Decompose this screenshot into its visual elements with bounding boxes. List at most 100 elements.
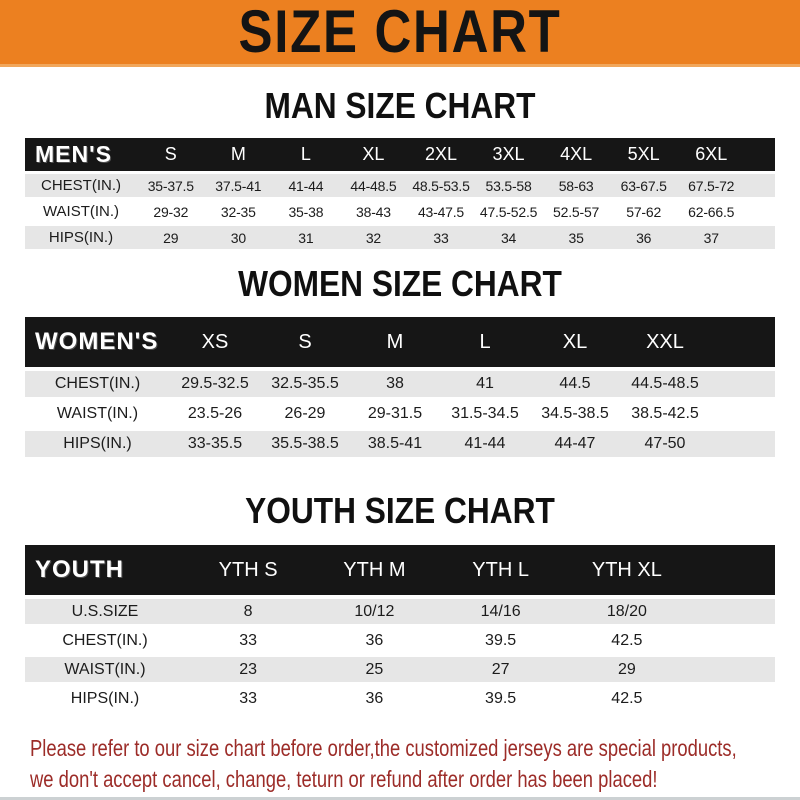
- measurement-row: U.S.SIZE 8 10/12 14/16 18/20: [25, 595, 775, 624]
- size-column-header: 2XL: [424, 144, 457, 164]
- table-title: MEN'S: [35, 141, 112, 167]
- size-value: 44-47: [554, 435, 596, 452]
- size-value: 43-47.5: [417, 203, 465, 220]
- size-value: 29: [163, 229, 179, 246]
- size-column-header: M: [386, 330, 404, 353]
- size-value: 34.5-38.5: [541, 405, 609, 422]
- size-value: 48.5-53.5: [412, 177, 470, 194]
- size-column-header: 5XL: [627, 144, 660, 164]
- size-column-header: YTH S: [218, 558, 278, 581]
- size-value: 31: [298, 229, 314, 246]
- size-value: 8: [243, 602, 253, 620]
- size-value: 44.5-48.5: [631, 375, 699, 392]
- size-column-header: YTH M: [343, 558, 406, 581]
- disclaimer-line-2: we don't accept cancel, change, teturn o…: [30, 766, 658, 792]
- measurement-row: WAIST(IN.) 29-32 32-35 35-38 38-43 43-47.5 47.…: [25, 197, 775, 223]
- row-label: HIPS(IN.): [48, 229, 114, 246]
- size-value: 35-38: [288, 203, 324, 220]
- size-value: 67.5-72: [688, 177, 735, 194]
- measurement-row: CHEST(IN.) 29.5-32.5 32.5-35.5 38 41 44.5 44.5…: [25, 367, 775, 397]
- size-value: 57-62: [626, 203, 662, 220]
- table-header-row: WOMEN'S XS S M L XL XXL: [25, 317, 775, 367]
- table-title: YOUTH: [35, 556, 124, 583]
- size-value: 25: [365, 660, 384, 678]
- measurement-row: CHEST(IN.) 35-37.5 37.5-41 41-44 44-48.5 48.5…: [25, 171, 775, 197]
- size-value: 38.5-41: [367, 435, 423, 452]
- size-value: 35.5-38.5: [271, 435, 339, 452]
- size-value: 29-32: [153, 203, 189, 220]
- women-section-heading: WOMEN SIZE CHART: [238, 263, 562, 304]
- bottom-edge-strip: [0, 797, 800, 800]
- size-value: 41-44: [464, 435, 506, 452]
- row-label: CHEST(IN.): [54, 375, 141, 392]
- size-value: 41: [476, 375, 494, 392]
- women-size-table: WOMEN'S XS S M L XL XXL CHEST(IN.) 29.5-32.5 32.5…: [25, 317, 775, 457]
- size-column-header: XXL: [646, 330, 684, 353]
- size-column-header: S: [298, 330, 312, 353]
- banner-title: SIZE CHART: [238, 0, 562, 65]
- size-column-header: S: [164, 144, 177, 164]
- row-label: WAIST(IN.): [64, 660, 146, 678]
- size-value: 32: [365, 229, 382, 246]
- size-value: 58-63: [558, 177, 594, 194]
- size-value: 33: [239, 631, 258, 649]
- size-value: 29-31.5: [367, 405, 423, 422]
- size-value: 47.5-52.5: [479, 203, 538, 220]
- size-value: 32.5-35.5: [271, 375, 339, 392]
- size-value: 42.5: [611, 631, 643, 649]
- size-value: 63-67.5: [620, 177, 667, 194]
- size-value: 37: [703, 229, 719, 246]
- size-column-header: L: [479, 330, 491, 353]
- order-disclaimer: Please refer to our size chart before or…: [30, 733, 798, 795]
- measurement-row: WAIST(IN.) 23 25 27 29: [25, 653, 775, 682]
- size-value: 10/12: [354, 602, 395, 620]
- size-value: 39.5: [485, 631, 517, 649]
- size-value: 44-48.5: [350, 177, 397, 194]
- table-header-row: MEN'S S M L XL 2XL 3XL 4XL 5XL 6XL: [25, 138, 775, 171]
- table-header-row: YOUTH YTH S YTH M YTH L YTH XL: [25, 545, 775, 595]
- measurement-row: CHEST(IN.) 33 36 39.5 42.5: [25, 624, 775, 653]
- row-label: WAIST(IN.): [42, 203, 120, 220]
- size-column-header: XL: [562, 330, 588, 353]
- size-chart-banner: SIZE CHART: [0, 0, 800, 67]
- size-column-header: XS: [201, 330, 229, 353]
- size-column-header: M: [230, 144, 246, 164]
- size-value: 38: [386, 375, 404, 392]
- size-value: 42.5: [611, 689, 643, 707]
- size-value: 35-37.5: [147, 177, 194, 194]
- table-title: WOMEN'S: [35, 328, 159, 355]
- size-value: 41-44: [288, 177, 324, 194]
- size-value: 39.5: [485, 689, 517, 707]
- size-value: 30: [230, 229, 246, 246]
- size-value: 36: [365, 631, 384, 649]
- size-column-header: YTH XL: [591, 558, 662, 581]
- size-value: 32-35: [220, 203, 256, 220]
- row-label: CHEST(IN.): [41, 177, 121, 194]
- disclaimer-line-1: Please refer to our size chart before or…: [30, 735, 737, 761]
- men-size-table: MEN'S S M L XL 2XL 3XL 4XL 5XL 6XL CHEST(IN.) 35-37…: [25, 138, 775, 249]
- measurement-row: WAIST(IN.) 23.5-26 26-29 29-31.5 31.5-34.5 34…: [25, 397, 775, 427]
- size-value: 23: [239, 660, 258, 678]
- size-column-header: L: [300, 144, 311, 164]
- row-label: CHEST(IN.): [62, 631, 148, 649]
- size-value: 38-43: [356, 203, 391, 220]
- size-column-header: 6XL: [695, 144, 728, 164]
- size-value: 34: [500, 229, 517, 246]
- size-value: 18/20: [606, 602, 647, 620]
- size-value: 38.5-42.5: [631, 405, 699, 422]
- size-value: 53.5-58: [485, 177, 532, 194]
- measurement-row: HIPS(IN.) 33-35.5 35.5-38.5 38.5-41 41-44 44-…: [25, 427, 775, 457]
- size-value: 29: [617, 660, 636, 678]
- row-label: U.S.SIZE: [71, 602, 139, 620]
- size-column-header: XL: [362, 144, 385, 164]
- size-value: 62-66.5: [688, 203, 735, 220]
- row-label: HIPS(IN.): [63, 435, 132, 452]
- size-value: 44.5: [559, 375, 591, 392]
- size-value: 52.5-57: [553, 203, 600, 220]
- size-value: 33-35.5: [187, 435, 243, 452]
- size-value: 33: [239, 689, 258, 707]
- size-column-header: 3XL: [492, 144, 525, 164]
- size-value: 37.5-41: [215, 177, 262, 194]
- size-value: 47-50: [644, 435, 686, 452]
